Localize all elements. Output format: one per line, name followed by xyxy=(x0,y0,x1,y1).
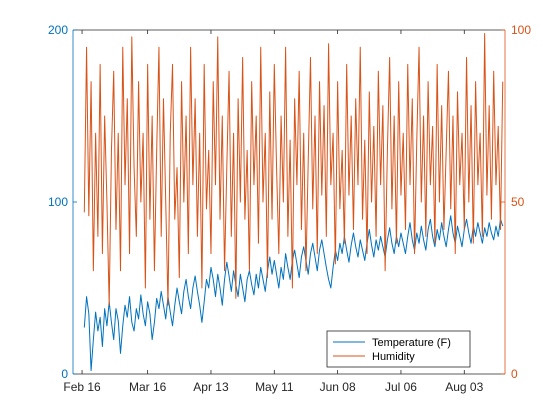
series-line-humidity xyxy=(83,32,504,306)
series-line-temperature xyxy=(83,215,504,372)
legend-label: Temperature (F) xyxy=(372,337,451,349)
x-tick-label: Apr 13 xyxy=(193,380,229,394)
x-tick-label: Jun 08 xyxy=(320,380,356,394)
right-y-tick-label: 50 xyxy=(511,195,525,209)
x-tick-label: Jul 06 xyxy=(385,380,417,394)
x-tick-label: May 11 xyxy=(255,380,294,394)
x-tick-label: Feb 16 xyxy=(63,380,101,394)
left-y-tick-label: 0 xyxy=(61,367,68,381)
left-y-tick-label: 100 xyxy=(48,195,68,209)
legend-box xyxy=(326,330,471,368)
x-tick-label: Mar 16 xyxy=(129,380,167,394)
x-tick-label: Aug 03 xyxy=(445,380,483,394)
right-y-tick-label: 100 xyxy=(511,23,531,37)
left-y-tick-label: 200 xyxy=(48,23,68,37)
right-y-tick-label: 0 xyxy=(511,367,518,381)
legend-label: Humidity xyxy=(372,351,415,363)
